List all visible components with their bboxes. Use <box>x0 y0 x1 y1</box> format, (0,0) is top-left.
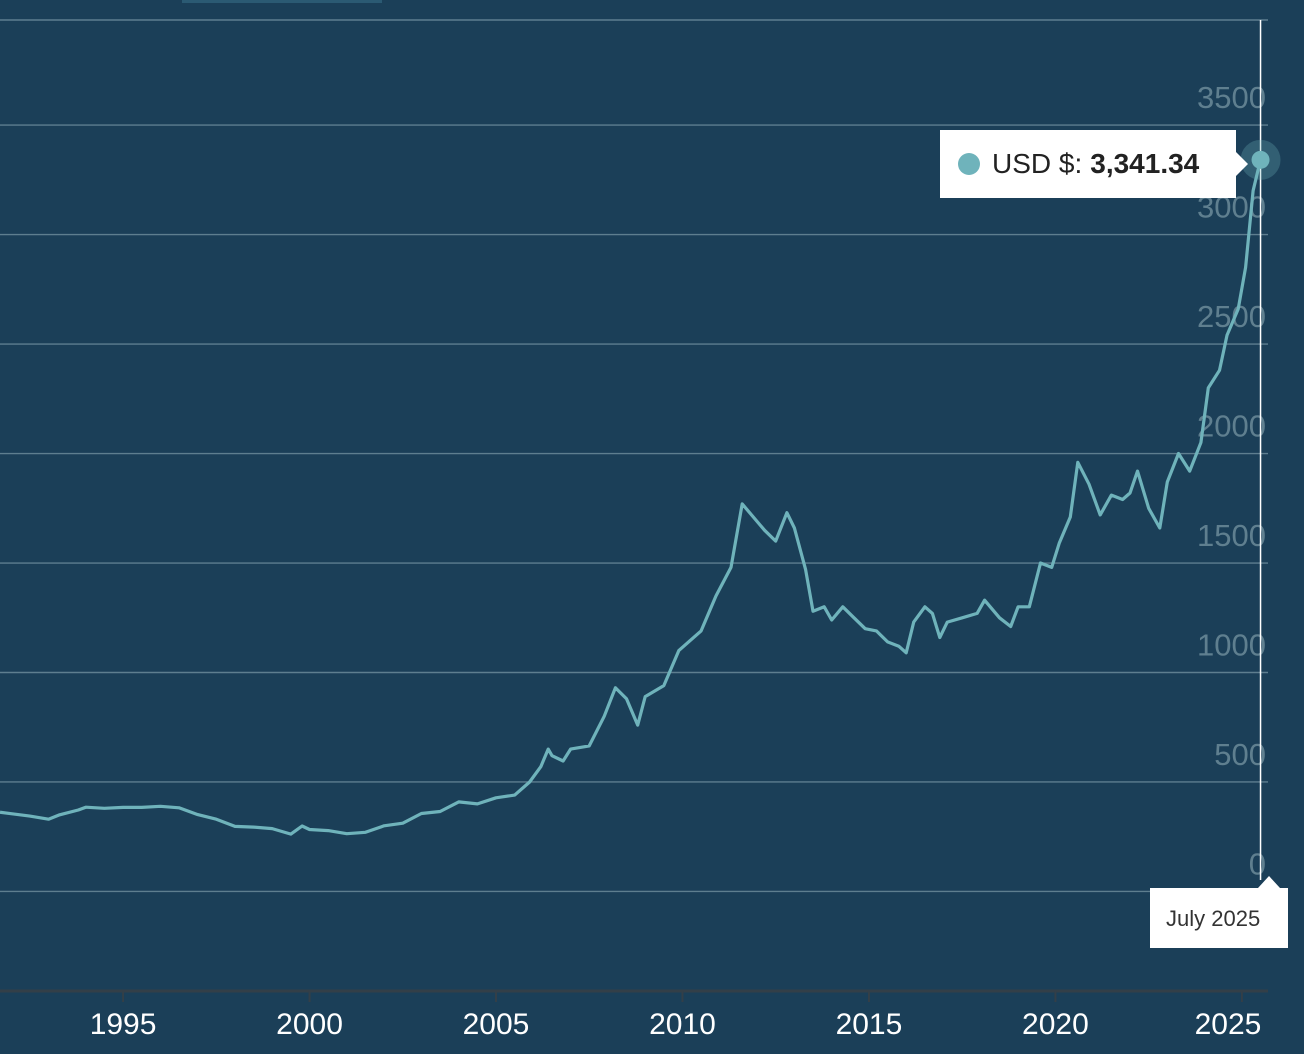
x-tick-label: 1995 <box>90 1008 157 1041</box>
grid-lines <box>0 19 1268 893</box>
y-tick-label: 0 <box>1249 846 1266 881</box>
x-tick-label: 2015 <box>836 1008 903 1041</box>
y-tick-label: 2500 <box>1197 299 1266 334</box>
y-tick-label: 1500 <box>1197 518 1266 553</box>
tooltip-value: 3,341.34 <box>1090 148 1200 179</box>
tooltip-series-label: USD $: <box>992 148 1083 179</box>
date-label-pointer <box>1258 876 1280 888</box>
x-tick-label: 2020 <box>1022 1008 1089 1041</box>
x-axis-ticks: 1995 2000 2005 2010 2015 2020 2025 <box>90 991 1262 1041</box>
tooltip-pointer <box>1236 152 1248 176</box>
value-tooltip: USD $: 3,341.34 <box>940 130 1236 198</box>
x-tick-label: 2005 <box>463 1008 530 1041</box>
y-tick-label: 3500 <box>1197 80 1266 115</box>
x-tick-label: 2025 <box>1195 1008 1262 1041</box>
hover-date-label: July 2025 <box>1150 888 1288 948</box>
series-line-usd <box>0 159 1263 836</box>
range-scrollbar-thumb[interactable] <box>182 0 382 3</box>
hover-point-marker[interactable] <box>1251 150 1270 169</box>
y-tick-label: 2000 <box>1197 409 1266 444</box>
y-tick-label: 500 <box>1214 737 1266 772</box>
x-tick-label: 2000 <box>276 1008 343 1041</box>
x-tick-label: 2010 <box>649 1008 716 1041</box>
y-tick-label: 1000 <box>1197 628 1266 663</box>
series-color-dot <box>958 153 980 175</box>
